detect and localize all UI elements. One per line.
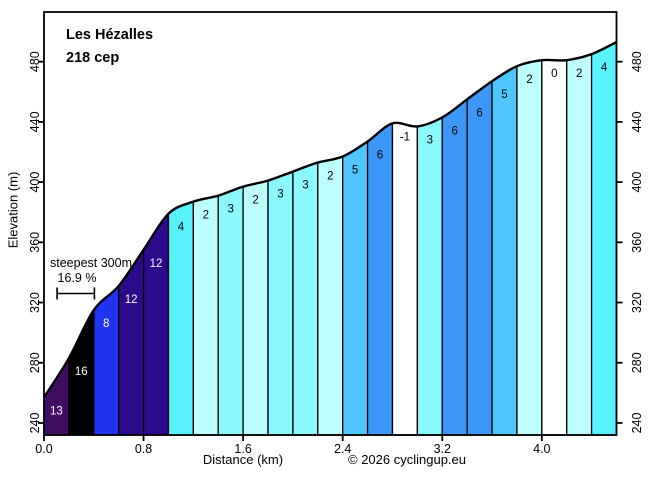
- elevation-profile-line: [42, 41, 618, 399]
- x-axis-label: Distance (km): [202, 452, 284, 467]
- gradient-label: 2: [576, 68, 582, 80]
- gradient-segment: [391, 122, 419, 436]
- gradient-label: 13: [50, 405, 63, 417]
- x-tick-label: 0.0: [35, 442, 52, 456]
- y-tick-label-right: 480: [630, 51, 644, 72]
- y-tick-label-left: 280: [28, 352, 42, 373]
- gradient-segment: [566, 53, 593, 436]
- plot-border: [43, 11, 618, 436]
- copyright-text: © 2026 cyclingup.eu: [348, 452, 466, 467]
- gradient-segment: [43, 355, 70, 436]
- x-tick-label: 2.4: [334, 442, 351, 456]
- gradient-label: 2: [252, 195, 258, 207]
- steepest-annotation-value: 16.9 %: [57, 271, 97, 285]
- gradient-label: 12: [125, 294, 138, 306]
- y-tick-label-right: 240: [630, 412, 644, 433]
- chart-title: Les Hézalles: [66, 27, 154, 43]
- x-tick-label: 4.0: [533, 442, 550, 456]
- y-tick-label-right: 280: [630, 352, 644, 373]
- gradient-segment: [366, 122, 394, 436]
- gradient-segment: [491, 65, 518, 436]
- gradient-segment: [590, 41, 618, 436]
- gradient-segment: [217, 185, 244, 436]
- gradient-label: 3: [427, 134, 433, 146]
- gradient-segment: [142, 212, 170, 436]
- gradient-label: 3: [227, 204, 233, 216]
- gradient-segment: [292, 161, 319, 436]
- gradient-segment: [342, 140, 369, 436]
- gradient-segment: [167, 200, 195, 436]
- gradient-label: 6: [377, 150, 383, 162]
- gradient-label: 12: [150, 258, 163, 270]
- gradient-label: 6: [451, 125, 457, 137]
- y-tick-label-left: 440: [28, 111, 42, 132]
- gradient-segment: [441, 98, 468, 436]
- gradient-label: 2: [203, 210, 209, 222]
- gradient-segment: [192, 194, 219, 436]
- gradient-label: 0: [551, 68, 557, 80]
- gradient-label: 3: [302, 180, 308, 192]
- y-tick-label-right: 400: [630, 172, 644, 193]
- gradient-label: 6: [476, 107, 482, 119]
- gradient-segment: [466, 80, 493, 436]
- x-tick-label: 1.6: [234, 442, 251, 456]
- gradient-label: -1: [400, 131, 410, 143]
- chart-subtitle: 218 cep: [66, 50, 120, 66]
- gradient-segment: [541, 59, 568, 436]
- gradient-segment: [118, 247, 145, 436]
- y-tick-label-right: 320: [630, 292, 644, 313]
- y-tick-label-right: 360: [630, 232, 644, 253]
- gradient-segment: [267, 170, 294, 436]
- gradient-label: 5: [501, 89, 507, 101]
- gradient-label: 2: [526, 74, 532, 86]
- y-tick-label-left: 360: [28, 232, 42, 253]
- gradient-segment: [93, 284, 120, 436]
- y-tick-label-left: 320: [28, 292, 42, 313]
- gradient-segment: [242, 179, 269, 436]
- y-tick-label-left: 240: [28, 412, 42, 433]
- x-tick-label: 0.8: [135, 442, 152, 456]
- gradient-label: 3: [277, 189, 283, 201]
- gradient-label: 16: [75, 366, 88, 378]
- gradient-label: 8: [103, 318, 109, 330]
- steepest-annotation-label: steepest 300m: [50, 256, 132, 270]
- gradient-label: 2: [327, 171, 333, 183]
- y-tick-label-right: 440: [630, 111, 644, 132]
- gradient-label: 5: [352, 165, 358, 177]
- gradient-label: 4: [178, 222, 185, 234]
- gradient-segment: [416, 116, 443, 436]
- gradient-segment: [317, 155, 344, 436]
- gradient-label: 4: [601, 62, 608, 74]
- y-axis-label: Elevation (m): [5, 171, 21, 249]
- gradient-segment: [516, 59, 543, 436]
- y-tick-label-left: 400: [28, 172, 42, 193]
- x-tick-label: 3.2: [434, 442, 451, 456]
- y-tick-label-left: 480: [28, 51, 42, 72]
